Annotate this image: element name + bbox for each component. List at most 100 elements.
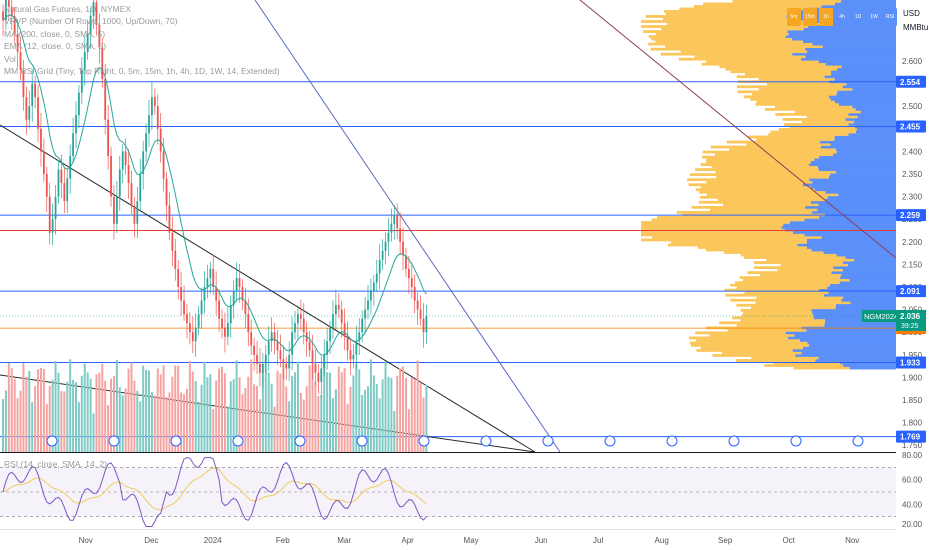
resistance-trend-line xyxy=(254,0,561,453)
volume-bar xyxy=(253,384,256,452)
vp-down-bin xyxy=(665,45,823,49)
event-marker xyxy=(790,435,802,447)
vp-up-bin xyxy=(788,32,896,36)
volume-bar xyxy=(229,381,232,452)
vp-down-bin xyxy=(698,200,811,204)
candle-body xyxy=(142,151,145,175)
volume-bar xyxy=(60,391,63,452)
symbol-title[interactable]: Natural Gas Futures, 1D, NYMEX xyxy=(4,4,132,14)
volume-bar xyxy=(28,370,31,452)
vp-up-bin xyxy=(830,97,896,101)
vp-down-bin xyxy=(806,115,858,119)
candle-body xyxy=(270,332,273,342)
vp-down-bin xyxy=(723,203,819,207)
volume-bars xyxy=(2,359,864,452)
legend-vrvp[interactable]: VRVP (Number Of Rows, 1000, Up/Down, 70) xyxy=(4,16,178,27)
vp-down-bin xyxy=(736,303,836,307)
vp-down-bin xyxy=(766,258,855,262)
volume-bar xyxy=(302,399,305,452)
time-axis[interactable]: Nov Dec 2024 Feb Mar Apr May Jun Jul Aug Sep Oct Nov xyxy=(79,536,860,545)
candle-body xyxy=(186,314,188,324)
price-axis[interactable]: 2.6002.5502.5002.4502.4002.3502.3002.250… xyxy=(862,0,932,550)
volume-bar xyxy=(294,372,296,452)
vp-down-bin xyxy=(777,268,843,272)
price-tick-label: 2.200 xyxy=(902,238,923,247)
volume-bar xyxy=(133,380,136,452)
volume-bar xyxy=(264,364,267,452)
vp-down-bin xyxy=(697,246,807,249)
vp-down-bin xyxy=(744,291,829,295)
volume-bar xyxy=(153,395,156,452)
vp-down-bin xyxy=(730,298,842,302)
vp-down-bin xyxy=(709,333,795,337)
vp-down-bin xyxy=(767,82,847,86)
legend-vol[interactable]: Vol xyxy=(4,53,16,64)
volume-bar xyxy=(80,375,83,452)
legend-ema[interactable]: EMA (12, close, 0, SMA, 5) xyxy=(4,41,107,52)
vp-down-bin xyxy=(795,110,862,114)
rsi-legend[interactable]: RSI (14, close, SMA, 14, 2) xyxy=(4,459,107,469)
candles xyxy=(2,0,428,398)
vp-up-bin xyxy=(807,341,896,345)
price-tick-label: 2.150 xyxy=(902,260,923,269)
vp-down-bin xyxy=(695,188,815,192)
vp-down-bin xyxy=(775,113,849,116)
vp-down-bin xyxy=(716,175,829,179)
candle-body xyxy=(34,83,37,98)
candle-body xyxy=(2,11,4,21)
vp-up-bin xyxy=(823,293,896,297)
candle-body xyxy=(86,33,89,52)
volume-bar xyxy=(209,374,212,452)
rsi-tick-label: 80.00 xyxy=(902,451,923,460)
volume-bar xyxy=(358,369,361,452)
unit-label: MMBtu xyxy=(903,23,929,32)
level-price-tag-text: 2.455 xyxy=(900,123,921,132)
vp-down-bin xyxy=(735,359,816,362)
volume-bar xyxy=(42,369,45,452)
volume-bar xyxy=(416,360,419,452)
candle-body xyxy=(203,287,206,301)
volume-bar xyxy=(75,382,77,452)
vp-down-bin xyxy=(688,336,788,340)
vp-up-bin xyxy=(850,301,896,305)
price-tick-label: 1.900 xyxy=(902,373,923,382)
volume-bar xyxy=(200,384,203,452)
candle-body xyxy=(110,155,112,197)
legend-grid[interactable]: MM RSI Grid (Tiny, Top Right, 0, 5m, 15m… xyxy=(4,66,280,77)
vp-up-bin xyxy=(837,90,896,94)
vp-up-bin xyxy=(806,246,896,249)
candle-body xyxy=(19,51,22,71)
volume-bar xyxy=(72,380,75,452)
candle-body xyxy=(48,196,51,233)
vp-down-bin xyxy=(760,273,842,277)
volume-bar xyxy=(267,372,270,452)
vp-up-bin xyxy=(818,168,896,172)
price-tick-label: 2.400 xyxy=(902,147,923,156)
volume-bar xyxy=(194,381,197,452)
vp-up-bin xyxy=(833,153,896,156)
volume-bar xyxy=(419,382,422,452)
volume-bar xyxy=(238,377,241,452)
volume-bar xyxy=(92,413,95,452)
rsi-tick-label: 60.00 xyxy=(902,476,923,485)
vp-down-bin xyxy=(663,17,801,21)
vp-down-bin xyxy=(793,366,850,370)
legend-ma[interactable]: MA (200, close, 0, SMA, 5) xyxy=(4,28,106,39)
volume-bar xyxy=(407,409,410,452)
candle-body xyxy=(218,300,220,319)
event-marker xyxy=(480,435,492,447)
vp-up-bin xyxy=(836,92,896,96)
vp-up-bin xyxy=(834,2,896,6)
vp-up-bin xyxy=(802,346,896,350)
volume-bar xyxy=(2,399,4,452)
volume-bar xyxy=(250,359,253,452)
volume-bar xyxy=(425,384,428,452)
vp-up-bin xyxy=(855,130,896,134)
vp-down-bin xyxy=(729,148,836,151)
vp-down-bin xyxy=(773,361,841,365)
vp-down-bin xyxy=(714,153,834,156)
volume-bar xyxy=(7,362,10,452)
price-units[interactable]: USD MMBtu xyxy=(903,7,928,35)
vp-up-bin xyxy=(819,155,896,159)
